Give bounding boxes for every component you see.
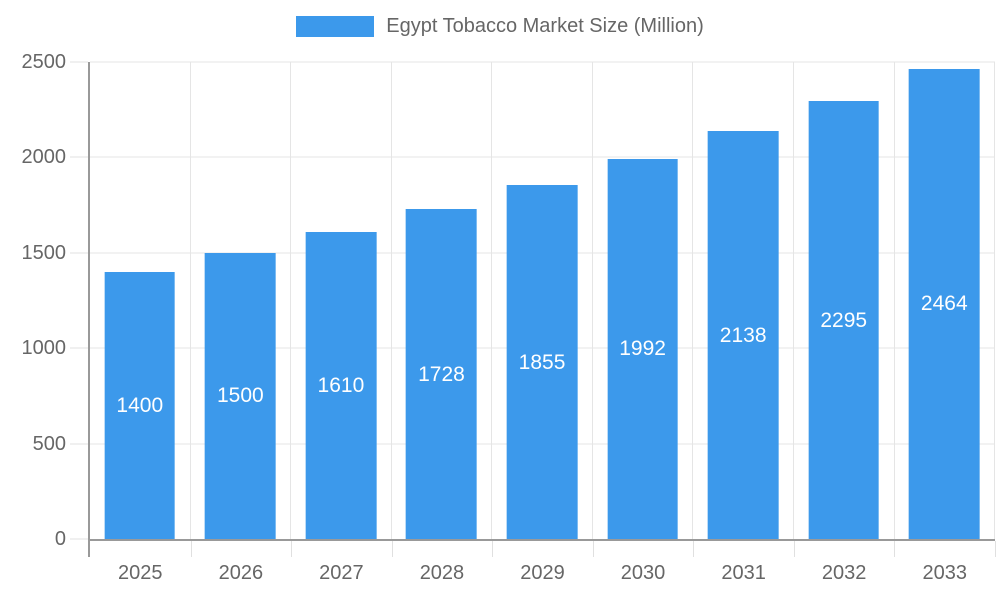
- bar-slot: 2138: [693, 62, 794, 539]
- x-axis-tick-label: 2033: [922, 562, 967, 584]
- bar-value-label: 1855: [518, 350, 566, 374]
- bar[interactable]: 1728: [406, 209, 477, 539]
- x-axis-tick: [693, 541, 695, 557]
- x-axis-tick: [592, 541, 594, 557]
- y-axis-tick: [70, 538, 88, 540]
- bar-slot: 2295: [794, 62, 895, 539]
- x-axis-tick-label: 2028: [419, 562, 465, 584]
- x-axis-tick-label: 2029: [520, 562, 565, 584]
- bars-container: 1400 1500 1610 1728 1855 1992 2138 2295 2464: [90, 62, 996, 539]
- x-axis-tick: [492, 541, 494, 557]
- y-axis-tick-label: 2500: [21, 51, 67, 73]
- bar-value-label: 1728: [418, 362, 465, 386]
- legend-item[interactable]: Egypt Tobacco Market Size (Million): [296, 15, 704, 38]
- y-axis-tick: [70, 347, 88, 349]
- bar-slot: 1500: [191, 62, 292, 539]
- legend-swatch: [296, 16, 375, 37]
- x-axis-tick-label: 2030: [620, 562, 666, 584]
- bar[interactable]: 2138: [707, 131, 779, 539]
- x-axis-tick-label: 2026: [218, 562, 264, 584]
- bar-slot: 2464: [895, 62, 996, 539]
- x-axis-tick: [995, 541, 996, 557]
- x-axis-tick-label: 2027: [319, 562, 364, 584]
- bar-value-label: 1610: [317, 373, 365, 397]
- x-axis-tick: [190, 541, 192, 557]
- x-axis-tick-label: 2031: [721, 562, 766, 584]
- x-axis-tick-label: 2025: [118, 562, 163, 584]
- bar[interactable]: 2464: [908, 68, 980, 539]
- y-gridline: [90, 156, 995, 158]
- bar[interactable]: 1992: [607, 158, 678, 539]
- y-axis-tick-label: 1000: [21, 337, 67, 360]
- x-axis-tick: [793, 541, 795, 557]
- y-axis-tick-label: 1500: [21, 241, 67, 264]
- y-gridline: [90, 61, 995, 63]
- legend: Egypt Tobacco Market Size (Million): [0, 15, 1000, 38]
- bar-value-label: 2138: [719, 323, 767, 347]
- y-axis-tick: [70, 252, 88, 254]
- y-axis-tick: [70, 61, 88, 63]
- x-axis-tick: [391, 541, 393, 557]
- bar-slot: 1400: [90, 62, 191, 539]
- y-axis-tick-label: 2000: [21, 146, 67, 169]
- bar-value-label: 1400: [116, 393, 164, 417]
- x-axis-tick: [88, 541, 90, 557]
- x-axis-tick: [291, 541, 293, 557]
- x-axis-tick: [894, 541, 896, 557]
- bar[interactable]: 1855: [506, 185, 578, 539]
- bar-value-label: 2295: [820, 308, 868, 332]
- bar-slot: 1992: [593, 62, 694, 539]
- bar-slot: 1728: [392, 62, 493, 539]
- plot-area: 1400 1500 1610 1728 1855 1992 2138 2295 2464 0 50…: [22, 52, 996, 583]
- x-axis-tick-label: 2032: [821, 562, 867, 584]
- y-axis-tick-label: 500: [32, 432, 66, 455]
- bar[interactable]: 2295: [808, 101, 880, 539]
- bar-slot: 1855: [492, 62, 593, 539]
- y-axis-tick: [70, 156, 88, 158]
- legend-label: Egypt Tobacco Market Size (Million): [386, 15, 704, 37]
- bar-value-label: 1500: [216, 384, 264, 408]
- bar[interactable]: 1500: [205, 252, 276, 539]
- bar[interactable]: 1400: [104, 271, 176, 539]
- bar-slot: 1610: [291, 62, 392, 539]
- y-axis-tick-label: 0: [54, 528, 66, 550]
- bar-value-label: 2464: [920, 292, 968, 316]
- bar[interactable]: 1610: [305, 231, 377, 539]
- y-axis-tick: [70, 443, 88, 445]
- bar-value-label: 1992: [619, 337, 666, 361]
